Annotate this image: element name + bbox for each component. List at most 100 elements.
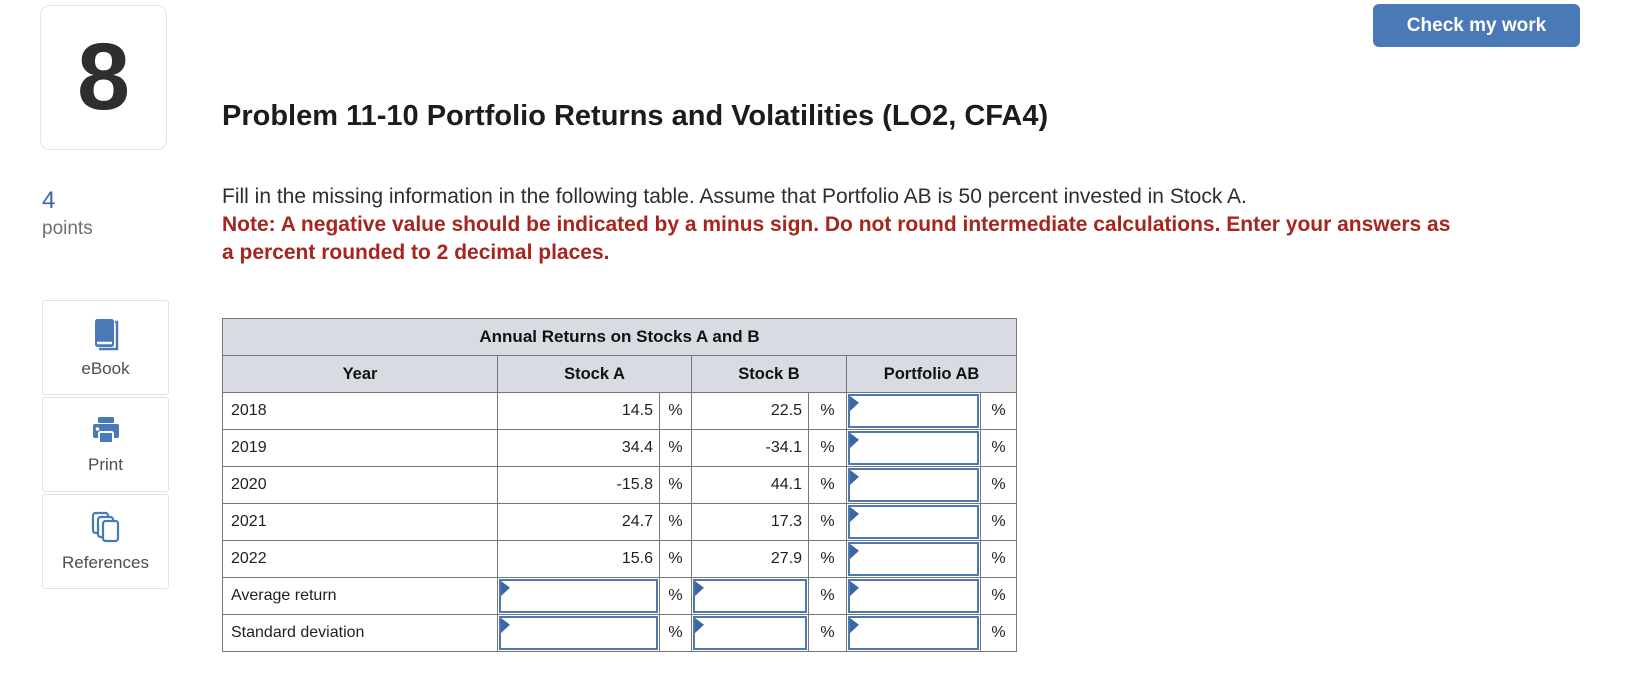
percent-cell: % — [659, 540, 692, 578]
percent-cell: % — [808, 503, 847, 541]
table-title-row: Annual Returns on Stocks A and B — [221, 318, 1018, 356]
percent-cell: % — [979, 429, 1018, 467]
sidebar-item-ebook[interactable]: eBook — [42, 300, 169, 395]
cell-marker-icon — [850, 396, 859, 411]
question-number: 8 — [77, 24, 130, 130]
cell-marker-icon — [850, 433, 859, 448]
portfolio-ab-input-cell — [846, 614, 981, 652]
table-row-standard-deviation: Standard deviation % % % — [222, 614, 1018, 652]
cell-marker-icon — [850, 618, 859, 633]
cell-marker-icon — [850, 507, 859, 522]
percent-cell: % — [979, 614, 1018, 652]
table-row-2019: 2019 34.4 % -34.1 % % — [222, 429, 1018, 467]
stock-b-value: -34.1 — [691, 429, 809, 467]
sidebar-item-label: eBook — [81, 359, 130, 378]
points-block: 4 points — [42, 186, 93, 242]
instructions-block: Fill in the missing information in the f… — [222, 183, 1467, 267]
input-standard-deviation-stock-a[interactable] — [501, 618, 656, 648]
input-2020-portfolio-ab[interactable] — [850, 470, 977, 500]
stock-b-value: 44.1 — [691, 466, 809, 504]
input-2022-portfolio-ab[interactable] — [850, 544, 977, 574]
cell-marker-icon — [501, 618, 510, 633]
column-header-year: Year — [222, 355, 498, 393]
stock-b-value: 27.9 — [691, 540, 809, 578]
stock-a-value: 15.6 — [497, 540, 660, 578]
note-text: Note: A negative value should be indicat… — [222, 213, 1451, 264]
percent-cell: % — [659, 503, 692, 541]
points-value: 4 — [42, 187, 56, 214]
input-2019-portfolio-ab[interactable] — [850, 433, 977, 463]
portfolio-ab-input-cell — [846, 540, 981, 578]
portfolio-ab-input-cell — [846, 577, 981, 615]
cell-marker-icon — [695, 581, 704, 596]
check-my-work-button[interactable]: Check my work — [1373, 4, 1580, 47]
book-icon — [94, 319, 118, 351]
input-standard-deviation-portfolio-ab[interactable] — [850, 618, 977, 648]
stock-b-input-cell — [691, 577, 809, 615]
returns-table: Annual Returns on Stocks A and B Year St… — [221, 318, 1018, 652]
percent-cell: % — [979, 392, 1018, 430]
percent-cell: % — [808, 392, 847, 430]
printer-icon — [92, 417, 119, 444]
table-title: Annual Returns on Stocks A and B — [221, 318, 1018, 356]
sidebar-item-references[interactable]: References — [42, 494, 169, 589]
year-cell: 2018 — [222, 392, 498, 430]
column-header-stock-b: Stock B — [691, 355, 847, 393]
stock-a-value: 24.7 — [497, 503, 660, 541]
percent-cell: % — [659, 466, 692, 504]
stacked-pages-icon — [91, 511, 119, 543]
portfolio-ab-input-cell — [846, 429, 981, 467]
percent-cell: % — [979, 540, 1018, 578]
input-average-return-portfolio-ab[interactable] — [850, 581, 977, 611]
cell-marker-icon — [850, 581, 859, 596]
stock-a-input-cell — [497, 614, 660, 652]
input-2021-portfolio-ab[interactable] — [850, 507, 977, 537]
portfolio-ab-input-cell — [846, 466, 981, 504]
percent-cell: % — [808, 577, 847, 615]
table-header-row: Year Stock A Stock B Portfolio AB — [222, 355, 1018, 393]
percent-cell: % — [659, 614, 692, 652]
year-cell: 2022 — [222, 540, 498, 578]
column-header-portfolio-ab: Portfolio AB — [845, 355, 1018, 393]
input-2018-portfolio-ab[interactable] — [850, 396, 977, 426]
year-cell: 2020 — [222, 466, 498, 504]
stock-a-input-cell — [497, 577, 660, 615]
cell-marker-icon — [850, 544, 859, 559]
column-header-stock-a: Stock A — [497, 355, 692, 393]
table-row-2021: 2021 24.7 % 17.3 % % — [222, 503, 1018, 541]
stock-b-value: 17.3 — [691, 503, 809, 541]
cell-marker-icon — [695, 618, 704, 633]
percent-cell: % — [979, 503, 1018, 541]
portfolio-ab-input-cell — [846, 503, 981, 541]
percent-cell: % — [659, 577, 692, 615]
table-row-average-return: Average return % % % — [222, 577, 1018, 615]
input-average-return-stock-b[interactable] — [695, 581, 805, 611]
stock-a-value: -15.8 — [497, 466, 660, 504]
input-standard-deviation-stock-b[interactable] — [695, 618, 805, 648]
sidebar-item-print[interactable]: Print — [42, 397, 169, 492]
sidebar-tools: eBook Print References — [42, 300, 169, 589]
sidebar-item-label: References — [62, 553, 149, 572]
row-label: Average return — [222, 577, 498, 615]
percent-cell: % — [808, 466, 847, 504]
table-row-2020: 2020 -15.8 % 44.1 % % — [222, 466, 1018, 504]
row-label: Standard deviation — [222, 614, 498, 652]
sidebar-item-label: Print — [88, 455, 123, 474]
percent-cell: % — [808, 540, 847, 578]
stock-a-value: 14.5 — [497, 392, 660, 430]
problem-title: Problem 11-10 Portfolio Returns and Vola… — [222, 100, 1049, 132]
input-average-return-stock-a[interactable] — [501, 581, 656, 611]
percent-cell: % — [979, 466, 1018, 504]
year-cell: 2021 — [222, 503, 498, 541]
instruction-text: Fill in the missing information in the f… — [222, 185, 1247, 208]
table-row-2022: 2022 15.6 % 27.9 % % — [222, 540, 1018, 578]
cell-marker-icon — [501, 581, 510, 596]
percent-cell: % — [659, 429, 692, 467]
year-cell: 2019 — [222, 429, 498, 467]
table-row-2018: 2018 14.5 % 22.5 % % — [222, 392, 1018, 430]
question-card: 8 — [40, 5, 167, 150]
stock-b-value: 22.5 — [691, 392, 809, 430]
stock-a-value: 34.4 — [497, 429, 660, 467]
percent-cell: % — [979, 577, 1018, 615]
percent-cell: % — [808, 614, 847, 652]
